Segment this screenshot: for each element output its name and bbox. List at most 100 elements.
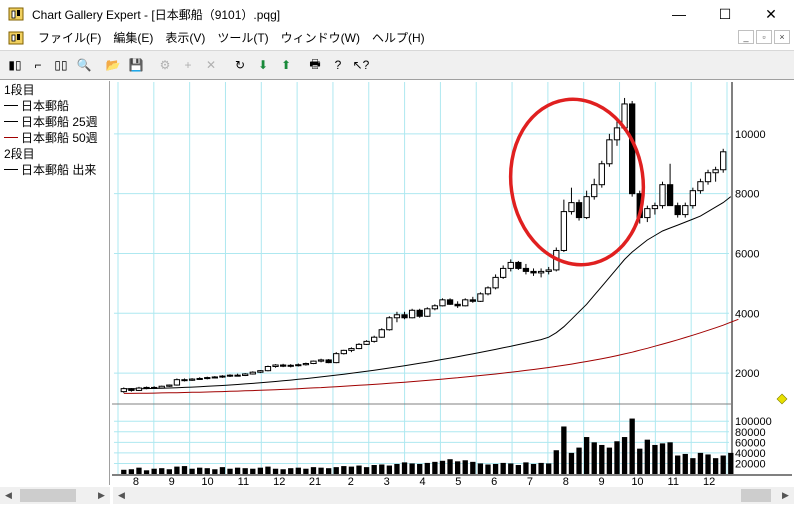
month-tick-label: 21	[309, 476, 321, 486]
chart-scrollbar[interactable]: ◀ ▶	[113, 487, 794, 504]
candlestick-chart-icon[interactable]: ▮▯	[8, 58, 22, 72]
title-bar: Chart Gallery Expert - [日本郵船（9101）.pqg] …	[0, 0, 794, 28]
legend-swatch	[4, 169, 18, 171]
volume-bar	[500, 462, 506, 474]
volume-bar	[561, 426, 567, 474]
candle-body	[545, 269, 552, 272]
volume-bar	[409, 463, 415, 474]
delete-icon[interactable]: ✕	[205, 58, 217, 72]
dual-panel-icon[interactable]: ▯▯	[54, 58, 68, 72]
upload-icon[interactable]: ⬆	[280, 58, 292, 72]
window-title: Chart Gallery Expert - [日本郵船（9101）.pqg]	[32, 7, 281, 22]
properties-icon[interactable]: ⚙	[159, 58, 171, 72]
add-icon[interactable]: +	[184, 58, 192, 72]
legend-item-ma50[interactable]: 日本郵船 50週	[4, 130, 105, 146]
candle-body	[333, 353, 340, 364]
candle-body	[166, 384, 173, 387]
volume-bar	[288, 468, 294, 474]
scroll-right-icon[interactable]: ▶	[98, 490, 105, 500]
candle-body	[211, 376, 218, 379]
volume-bar	[454, 461, 461, 474]
menu-view[interactable]: 表示(V)	[165, 31, 206, 45]
step-chart-icon[interactable]: ⌐	[34, 58, 42, 72]
binoculars-icon[interactable]: 🔍	[76, 58, 92, 72]
volume-bar	[386, 465, 393, 474]
ma25-line	[123, 196, 732, 390]
menu-file[interactable]: ファイル(F)	[38, 31, 102, 45]
volume-bar	[401, 462, 408, 474]
menu-tools[interactable]: ツール(T)	[217, 31, 269, 45]
month-tick-label: 12	[703, 476, 715, 486]
maximize-button[interactable]: ☐	[718, 5, 732, 22]
mdi-minimize-button[interactable]: _	[738, 30, 754, 44]
legend-group-1[interactable]: 1段目	[4, 83, 35, 97]
mdi-close-button[interactable]: ×	[774, 30, 790, 44]
price-tick-label: 2000	[735, 368, 759, 380]
scroll-left-icon[interactable]: ◀	[5, 490, 12, 500]
candle-body	[629, 103, 636, 195]
scroll-left-icon[interactable]: ◀	[118, 490, 125, 500]
candle-body	[439, 299, 446, 307]
volume-bar	[659, 443, 666, 474]
candle-body	[575, 202, 583, 219]
candle-body	[704, 172, 712, 183]
volume-bar	[272, 468, 279, 474]
menu-help[interactable]: ヘルプ(H)	[371, 31, 425, 45]
mdi-restore-button[interactable]: ▫	[756, 30, 772, 44]
menu-window[interactable]: ウィンドウ(W)	[280, 31, 360, 45]
stock-chart[interactable]: 10000 8000 6000 4000 2000 1000008000060000400…	[112, 82, 792, 486]
scroll-thumb[interactable]	[20, 489, 76, 502]
candle-body	[720, 151, 727, 171]
volume-bar	[159, 468, 165, 474]
volume-tick-label: 20000	[735, 458, 766, 470]
save-icon[interactable]: 💾	[128, 58, 144, 72]
scroll-right-icon[interactable]: ▶	[782, 490, 789, 500]
candle-body	[196, 377, 203, 380]
volume-bar	[341, 466, 347, 474]
legend-swatch	[4, 105, 18, 107]
volume-bar	[477, 463, 484, 474]
candle-body	[500, 267, 507, 278]
volume-bar	[128, 469, 135, 474]
minimize-button[interactable]: —	[672, 6, 686, 22]
refresh-icon[interactable]: ↻	[234, 58, 246, 72]
month-tick-label: 6	[491, 476, 497, 486]
volume-bar	[417, 463, 423, 474]
volume-bar	[439, 460, 446, 474]
candle-body	[120, 388, 127, 393]
candle-body	[257, 370, 264, 373]
legend-item-price[interactable]: 日本郵船	[4, 98, 105, 114]
candle-body	[591, 184, 598, 198]
candle-body	[287, 364, 294, 367]
volume-bar	[583, 437, 590, 474]
legend-item-volume[interactable]: 日本郵船 出来	[4, 162, 105, 178]
volume-bar	[644, 439, 650, 474]
legend-scrollbar[interactable]: ◀ ▶	[0, 487, 110, 504]
month-tick-label: 7	[527, 476, 533, 486]
legend-swatch	[4, 121, 18, 123]
month-tick-label: 2	[348, 476, 354, 486]
candle-body	[530, 270, 537, 274]
volume-bar	[606, 447, 613, 474]
legend-group-2[interactable]: 2段目	[4, 147, 35, 161]
close-button[interactable]: ✕	[765, 5, 777, 22]
document-icon[interactable]	[8, 31, 24, 45]
candle-body	[492, 276, 499, 289]
month-tick-label: 9	[169, 476, 175, 486]
open-folder-icon[interactable]: 📂	[105, 58, 121, 72]
download-icon[interactable]: ⬇	[257, 58, 269, 72]
month-tick-label: 11	[238, 476, 249, 486]
candle-body	[484, 287, 492, 295]
help-icon[interactable]: ?	[334, 58, 342, 72]
candle-body	[302, 363, 310, 366]
context-help-icon[interactable]: ↖?	[352, 58, 370, 72]
candle-body	[469, 299, 476, 302]
volume-bar	[637, 448, 643, 474]
volume-tick-label: 40000	[735, 448, 766, 460]
legend-panel: 1段目 日本郵船 日本郵船 25週 日本郵船 50週 2段目 日本郵船 出来	[0, 81, 110, 485]
print-icon[interactable]: 🖶	[309, 56, 321, 71]
legend-item-ma25[interactable]: 日本郵船 25週	[4, 114, 105, 130]
scroll-thumb[interactable]	[741, 489, 771, 502]
marker-diamond-icon	[776, 393, 788, 405]
menu-edit[interactable]: 編集(E)	[113, 31, 154, 45]
